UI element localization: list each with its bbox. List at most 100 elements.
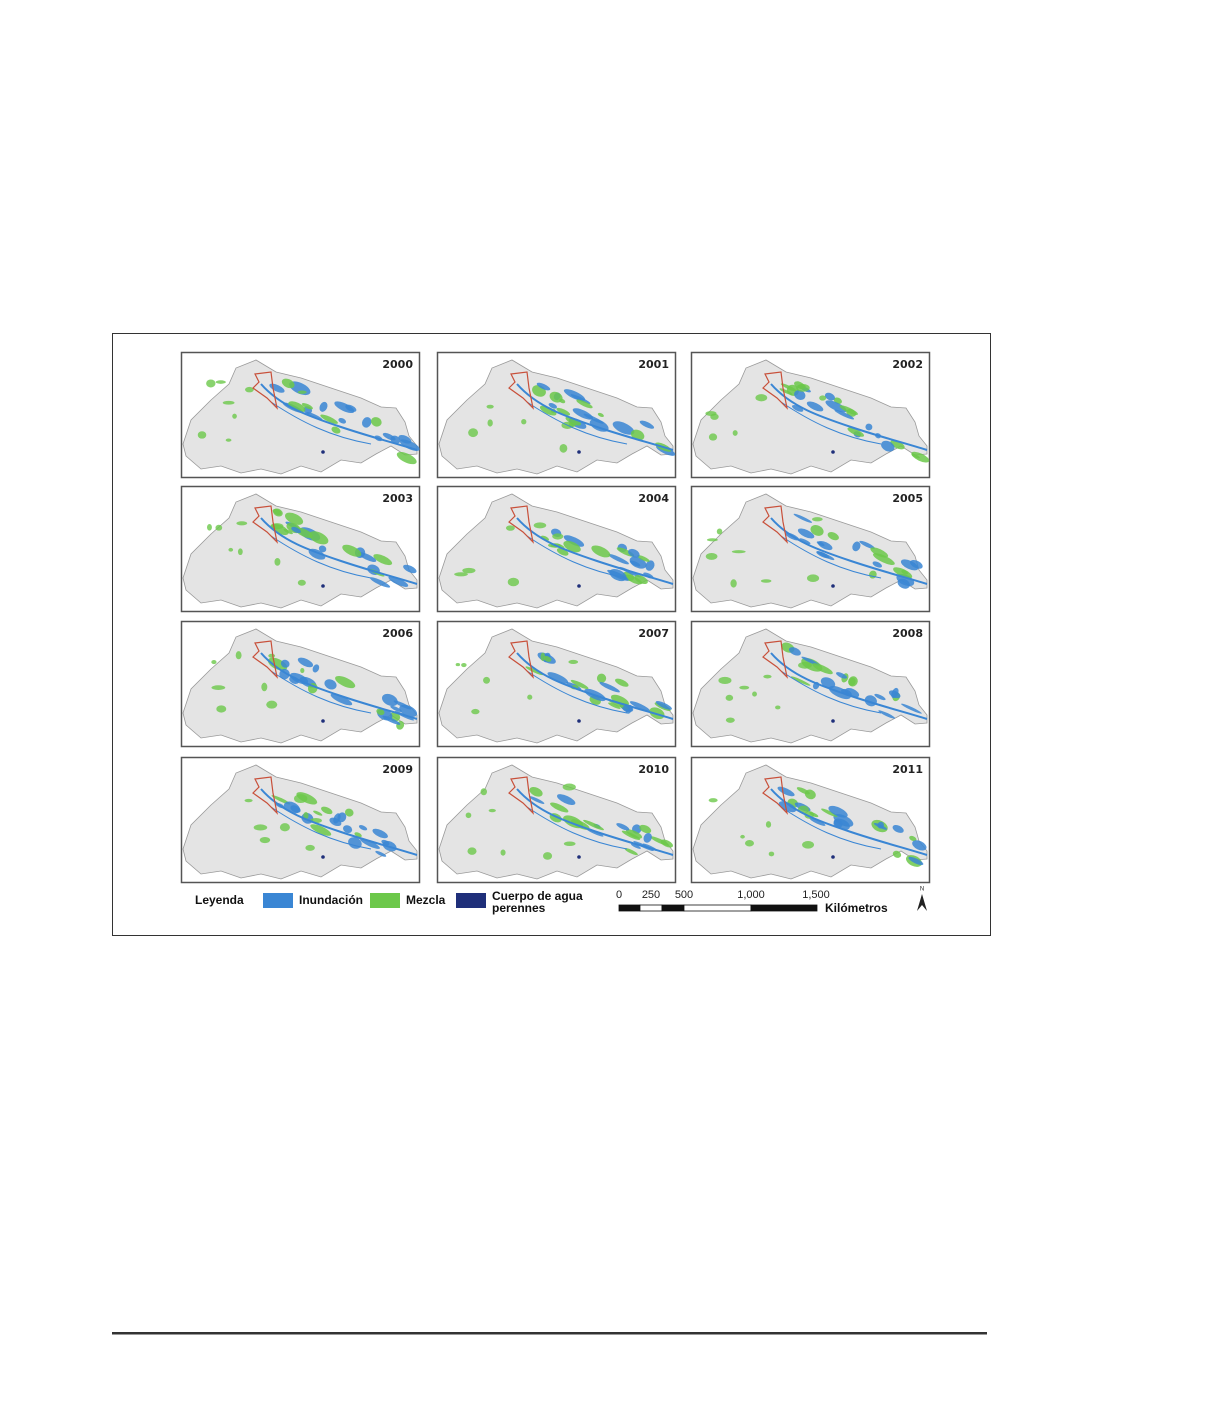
map-panel: 2002 xyxy=(690,351,931,479)
mix-area xyxy=(527,694,533,700)
mix-area xyxy=(732,430,738,436)
flood-area xyxy=(281,378,295,389)
panel-year: 2002 xyxy=(892,358,923,371)
river xyxy=(770,788,928,856)
river xyxy=(780,535,882,579)
mix-area xyxy=(559,444,568,453)
water-body xyxy=(321,719,325,723)
flood-area xyxy=(779,388,793,395)
mix-area xyxy=(708,433,718,441)
panel-year: 2009 xyxy=(382,763,413,776)
flood-area xyxy=(297,657,314,668)
mix-area xyxy=(765,821,772,828)
flood-area xyxy=(583,819,604,831)
mix-area xyxy=(471,708,480,715)
water-body xyxy=(321,584,325,588)
flood-area xyxy=(333,813,341,824)
north-label: N xyxy=(920,887,924,893)
flood-area xyxy=(273,508,283,517)
flood-area xyxy=(331,426,341,434)
mix-area xyxy=(755,394,768,402)
flood-area xyxy=(637,555,650,562)
map-panel: 2003 xyxy=(180,485,421,613)
mix-area xyxy=(486,404,494,409)
water-body xyxy=(577,719,581,723)
mix-area xyxy=(303,811,309,820)
study-area xyxy=(762,640,788,679)
flood-area xyxy=(396,451,417,465)
map-panel: 2008 xyxy=(690,620,931,748)
flood-area xyxy=(790,676,811,686)
map-panel: 2001 xyxy=(436,351,677,479)
mix-area xyxy=(261,682,268,692)
flood-area xyxy=(839,405,858,415)
flood-area xyxy=(529,786,543,797)
flood-area xyxy=(792,404,804,412)
flood-area xyxy=(361,417,372,428)
mix-area xyxy=(480,788,488,796)
flood-area xyxy=(373,554,393,566)
mix-area xyxy=(215,380,226,384)
map-panel: 2000 xyxy=(180,351,421,479)
flood-area xyxy=(556,407,571,416)
flood-area xyxy=(825,400,847,413)
flood-area xyxy=(900,559,919,571)
study-area xyxy=(508,776,534,815)
mix-area xyxy=(215,524,223,531)
map-panel: 2011 xyxy=(690,756,931,884)
mix-area xyxy=(487,419,493,427)
panel-year: 2003 xyxy=(382,492,413,505)
flood-area xyxy=(909,835,917,842)
flood-area xyxy=(629,701,650,712)
flood-area xyxy=(892,850,902,858)
legend-label: Mezcla xyxy=(406,893,446,907)
scale-segment xyxy=(639,904,663,912)
flood-area xyxy=(591,545,611,558)
mix-area xyxy=(237,548,243,556)
mix-area xyxy=(807,574,820,583)
river xyxy=(526,401,628,445)
mix-area xyxy=(488,808,496,813)
mix-area xyxy=(483,676,491,684)
flood-area xyxy=(525,666,543,676)
panel-year: 2007 xyxy=(638,627,669,640)
flood-area xyxy=(599,682,620,693)
study-area xyxy=(252,776,278,815)
flood-area xyxy=(660,839,673,848)
study-area xyxy=(252,505,278,544)
mix-area xyxy=(730,579,737,588)
legend-label: perennes xyxy=(492,901,546,915)
flood-area xyxy=(381,693,398,707)
mix-area xyxy=(465,812,472,819)
scale-segment xyxy=(618,904,641,912)
water-body xyxy=(831,584,835,588)
flood-area xyxy=(827,532,839,541)
mix-area xyxy=(563,841,576,847)
flood-area xyxy=(639,420,655,429)
river xyxy=(526,806,628,850)
flood-area xyxy=(777,786,795,797)
river xyxy=(270,670,372,714)
mix-area xyxy=(245,386,254,393)
flood-area xyxy=(828,805,848,818)
mix-area xyxy=(718,676,732,685)
water-body xyxy=(577,855,581,859)
scale-label: 0 xyxy=(616,889,622,901)
legend-swatch xyxy=(370,893,400,908)
flood-area xyxy=(557,794,576,805)
flood-area xyxy=(345,404,357,412)
scale-unit: Kilómetros xyxy=(825,901,888,915)
flood-area xyxy=(870,547,889,558)
study-area xyxy=(252,371,278,410)
flood-area xyxy=(877,821,884,829)
flood-area xyxy=(833,814,854,827)
scale-label: 500 xyxy=(675,889,693,901)
flood-area xyxy=(797,528,815,539)
flood-area xyxy=(563,389,586,401)
flood-area xyxy=(358,825,368,831)
flood-area xyxy=(597,412,604,418)
river xyxy=(516,788,674,856)
flood-area xyxy=(892,825,904,833)
flood-area xyxy=(610,694,629,706)
flood-area xyxy=(888,690,901,699)
